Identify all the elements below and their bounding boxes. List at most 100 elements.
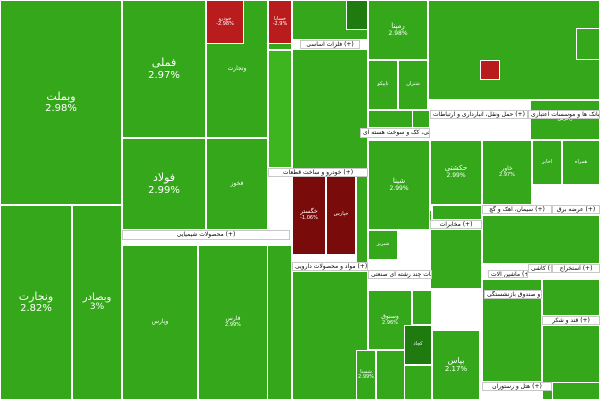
cell-symbol: خاور (501, 165, 513, 173)
cell-change: 2.17% (444, 364, 468, 373)
sector-header[interactable]: فراورده های نفتی، کک و سوخت هسته ای (+) (360, 128, 430, 138)
treemap-cell[interactable]: شستا 2.99% (356, 350, 376, 400)
filler-tile (482, 215, 600, 264)
cell-symbol: وبصادر (82, 292, 112, 304)
cell-change: 2.98% (388, 29, 408, 37)
filler-tile (542, 279, 600, 316)
cell-change: 2.97% (499, 172, 515, 179)
filler-tile (412, 110, 430, 128)
cell-change: 2.82% (20, 303, 52, 315)
cell-symbol: شبریز (376, 241, 390, 248)
treemap-cell[interactable]: وبملت 2.98% (0, 0, 122, 205)
cell-symbol: رمپنا (391, 21, 405, 30)
cell-change: 2.99% (446, 172, 466, 180)
treemap-cell[interactable]: فملی 2.97% (122, 0, 206, 138)
cell-symbol: ونجارت (18, 289, 54, 303)
filler-tile (576, 28, 600, 60)
sector-header[interactable]: بیمه و صندوق بازنشستگی (+) (484, 290, 542, 299)
treemap-cell[interactable]: همراه (562, 140, 600, 185)
sector-header[interactable]: کاشی (+) (528, 264, 552, 273)
cell-symbol: اخابر (541, 158, 553, 165)
cell-symbol: خپارس (333, 211, 349, 218)
cell-change: 2.99% (225, 322, 241, 329)
cell-change: 3% (89, 302, 105, 313)
cell-symbol: کچاد (413, 341, 423, 348)
cell-symbol: زاگرس (557, 116, 573, 123)
cell-change: -2.98% (216, 21, 234, 27)
sector-header[interactable]: ترکیبات چند رشته ای صنعتی (+) (368, 270, 432, 279)
cell-change: 2.99% (389, 184, 409, 192)
cell-change: 2.99% (358, 374, 374, 380)
sector-header[interactable]: محصولات شیمیایی (+) (122, 230, 290, 240)
sector-header[interactable]: حمل ونقل، انبارداری و ارتباطات (+) (430, 110, 528, 119)
cell-symbol: وسنوق (381, 312, 399, 320)
filler-tile (404, 365, 432, 400)
treemap-cell[interactable]: اخابر (532, 140, 562, 185)
cell-symbol: تاپیکو (377, 81, 389, 88)
sector-header[interactable]: مخابرات (+) (430, 220, 482, 229)
cell-symbol: وپارس (151, 318, 169, 326)
sector-header[interactable]: قند و شکر (+) (542, 316, 600, 325)
filler-tile (552, 382, 600, 400)
cell-symbol: حکشتی (444, 164, 468, 173)
treemap-cell[interactable]: وبصادر 3% (72, 205, 122, 400)
treemap-cell[interactable]: خساپا -2.9% (268, 0, 292, 44)
cell-symbol: خساپا (274, 15, 286, 22)
treemap-cell[interactable]: زاگرس (530, 100, 600, 140)
sector-header[interactable]: سیمان، آهک و گچ (+) (482, 205, 552, 214)
cell-symbol: فولاد (152, 171, 176, 185)
sector-header[interactable]: عرضه برق (+) (552, 205, 600, 214)
filler-tile (268, 50, 292, 168)
filler-tile (430, 229, 482, 289)
treemap-cell[interactable]: کچاد (404, 325, 432, 365)
treemap-cell[interactable]: خاور 2.97% (482, 140, 532, 205)
cell-symbol: خگستر (300, 207, 318, 215)
treemap-cell[interactable]: خودرو -2.98% (206, 0, 244, 44)
cell-symbol: خودرو (218, 15, 232, 22)
sector-header[interactable]: استخراج (+) (552, 264, 600, 273)
treemap-cell[interactable]: حکشتی 2.99% (430, 140, 482, 205)
treemap-cell[interactable]: شتران (398, 60, 428, 110)
treemap-cell[interactable]: رمپنا 2.98% (368, 0, 428, 60)
treemap-cell[interactable]: بپاس 2.17% (432, 330, 480, 400)
cell-symbol: وتجارت (227, 64, 247, 72)
cell-symbol: شتران (406, 81, 420, 88)
cell-change: 2.99% (148, 184, 180, 196)
filler-tile (292, 49, 368, 175)
treemap-cell[interactable]: فخوز (206, 138, 268, 230)
cell-symbol: شستا (360, 368, 372, 375)
sector-header[interactable]: ماشین آلات (+) (488, 270, 528, 278)
cell-symbol: شپنا (392, 176, 406, 185)
cell-symbol: بپاس (447, 355, 465, 365)
sector-header[interactable]: خودرو و ساخت قطعات (+) (268, 168, 368, 177)
filler-tile (412, 290, 432, 325)
sector-header[interactable]: فلزات اساسی (+) (300, 40, 360, 49)
sector-header[interactable]: مواد و محصولات دارویی (+) (292, 262, 368, 271)
treemap-cell[interactable]: خپارس (326, 175, 356, 255)
treemap-cell[interactable]: فارس 2.99% (198, 245, 268, 400)
cell-change: 2.97% (148, 69, 180, 81)
cell-symbol: همراه (574, 158, 588, 165)
sector-header[interactable]: هتل و رستوران (+) (482, 382, 552, 391)
filler-tile (356, 175, 368, 263)
cell-symbol: فارس (225, 315, 241, 323)
cell-change: 2.98% (45, 103, 77, 115)
treemap-cell[interactable]: ونجارت 2.82% (0, 205, 72, 400)
filler-tile (432, 205, 482, 220)
treemap-cell[interactable]: فولاد 2.99% (122, 138, 206, 230)
cell-change: -2.9% (272, 21, 288, 27)
treemap-cell[interactable]: شبریز (368, 230, 398, 260)
treemap-cell[interactable]: تاپیکو (368, 60, 398, 110)
cell-symbol: فملی (151, 56, 177, 70)
filler-tile (292, 271, 368, 400)
cell-change: 2.96% (382, 319, 398, 326)
treemap-cell[interactable]: خگستر -1.06% (292, 175, 326, 255)
cell-symbol: وبملت (46, 89, 76, 103)
filler-tile (346, 0, 368, 30)
filler-tile (480, 60, 500, 80)
treemap-cell[interactable]: وپارس (122, 245, 198, 400)
treemap-cell[interactable]: شپنا 2.99% (368, 140, 430, 230)
cell-symbol: فخوز (230, 179, 244, 187)
sector-header[interactable]: بانک ها و موسسات اعتباری (+) (528, 110, 600, 119)
